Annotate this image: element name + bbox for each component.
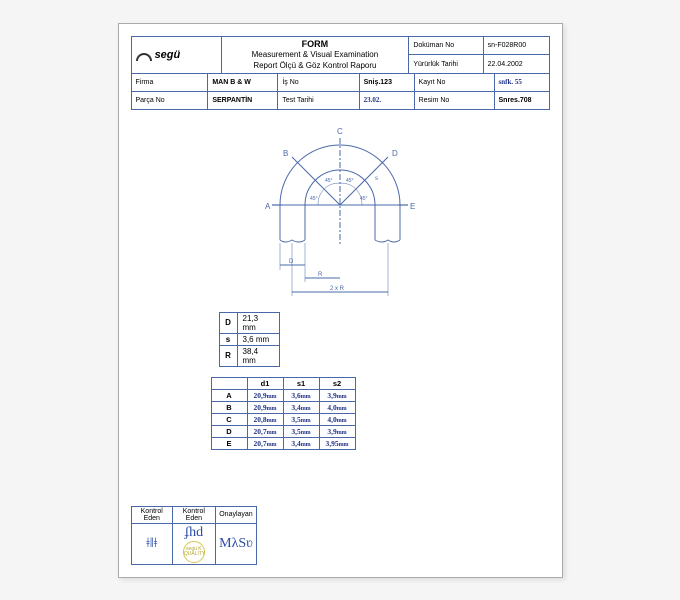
m-s1: 3,5mm xyxy=(283,413,319,425)
angle-4: 45° xyxy=(360,196,368,202)
kontrol-eden-1: Kontrol Eden xyxy=(131,506,172,523)
measurement-table: d1s1s2 A 20,9mm 3,6mm 3,9mmB 20,9mm 3,4m… xyxy=(211,377,356,450)
m-d1: 20,9mm xyxy=(247,389,283,401)
dim-s: s xyxy=(375,176,378,182)
point-a: A xyxy=(265,202,271,211)
m-col: s2 xyxy=(319,377,355,389)
resimno-label: Resim No xyxy=(414,91,494,109)
point-d: D xyxy=(392,149,398,158)
kontrol-eden-2: Kontrol Eden xyxy=(172,506,215,523)
m-rowlabel: D xyxy=(211,425,247,437)
technical-drawing: A B C D E 45° 45° 45° 45° D s R 2 x R xyxy=(131,120,550,300)
firma-val: MAN B & W xyxy=(208,73,278,91)
signature-1: ǂǁǂ xyxy=(131,523,172,564)
m-corner xyxy=(211,377,247,389)
logo-icon xyxy=(136,53,152,61)
isno-label: İş No xyxy=(278,73,359,91)
m-s2: 3,95mm xyxy=(319,437,355,449)
m-col: d1 xyxy=(247,377,283,389)
parcano-label: Parça No xyxy=(131,91,208,109)
title-line2: Report Ölçü & Göz Kontrol Raporu xyxy=(226,61,405,71)
m-rowlabel: E xyxy=(211,437,247,449)
signature-2: ʄhd segü K QUALITY xyxy=(172,523,215,564)
m-s2: 4,0mm xyxy=(319,401,355,413)
quality-stamp-icon: segü K QUALITY xyxy=(183,541,205,563)
dsr-label: s xyxy=(219,333,237,345)
m-s2: 3,9mm xyxy=(319,425,355,437)
m-s1: 3,4mm xyxy=(283,437,319,449)
m-d1: 20,7mm xyxy=(247,425,283,437)
m-col: s1 xyxy=(283,377,319,389)
signature-3: MλSʋ xyxy=(215,523,257,564)
title-big: FORM xyxy=(226,39,405,51)
info-table: Firma MAN B & W İş No Sniş.123 Kayıt No … xyxy=(131,73,550,110)
m-d1: 20,7mm xyxy=(247,437,283,449)
m-s2: 4,0mm xyxy=(319,413,355,425)
dsr-val: 38,4 mm xyxy=(237,345,279,366)
footer-table: Kontrol Eden Kontrol Eden Onaylayan ǂǁǂ … xyxy=(131,506,258,565)
testtarihi-label: Test Tarihi xyxy=(278,91,359,109)
m-d1: 20,8mm xyxy=(247,413,283,425)
serpantin-diagram: A B C D E 45° 45° 45° 45° D s R 2 x R xyxy=(210,120,470,300)
testtarihi-val: 23.02. xyxy=(359,91,414,109)
kayitno-val: snfk. 55 xyxy=(494,73,549,91)
resimno-val: Snres.708 xyxy=(494,91,549,109)
dokuman-label: Doküman No xyxy=(409,36,483,55)
dim-r: R xyxy=(318,272,323,278)
yururluk-label: Yürürlük Tarihi xyxy=(409,55,483,74)
form-page: segü FORM Measurement & Visual Examinati… xyxy=(118,23,563,578)
point-c: C xyxy=(337,127,343,136)
form-title: FORM Measurement & Visual Examination Re… xyxy=(221,36,409,73)
m-s2: 3,9mm xyxy=(319,389,355,401)
m-s1: 3,6mm xyxy=(283,389,319,401)
yururluk-val: 22.04.2002 xyxy=(483,55,549,74)
header-table: segü FORM Measurement & Visual Examinati… xyxy=(131,36,550,74)
kayitno-label: Kayıt No xyxy=(414,73,494,91)
point-b: B xyxy=(283,149,288,158)
dsr-label: R xyxy=(219,345,237,366)
dsr-val: 3,6 mm xyxy=(237,333,279,345)
table-row: C 20,8mm 3,5mm 4,0mm xyxy=(211,413,355,425)
point-e: E xyxy=(410,202,415,211)
firma-label: Firma xyxy=(131,73,208,91)
dsr-val: 21,3 mm xyxy=(237,312,279,333)
table-row: E 20,7mm 3,4mm 3,95mm xyxy=(211,437,355,449)
title-line1: Measurement & Visual Examination xyxy=(226,50,405,60)
angle-1: 45° xyxy=(310,196,318,202)
dsr-label: D xyxy=(219,312,237,333)
isno-val: Sniş.123 xyxy=(359,73,414,91)
parcano-val: SERPANTİN xyxy=(208,91,278,109)
table-row: A 20,9mm 3,6mm 3,9mm xyxy=(211,389,355,401)
m-rowlabel: A xyxy=(211,389,247,401)
table-row: D 20,7mm 3,5mm 3,9mm xyxy=(211,425,355,437)
m-rowlabel: C xyxy=(211,413,247,425)
angle-2: 45° xyxy=(325,178,333,184)
onaylayan: Onaylayan xyxy=(215,506,257,523)
m-d1: 20,9mm xyxy=(247,401,283,413)
logo-cell: segü xyxy=(131,36,221,73)
m-s1: 3,5mm xyxy=(283,425,319,437)
m-s1: 3,4mm xyxy=(283,401,319,413)
table-row: B 20,9mm 3,4mm 4,0mm xyxy=(211,401,355,413)
dsr-table: D21,3 mms3,6 mmR38,4 mm xyxy=(219,312,280,367)
dim-2r: 2 x R xyxy=(330,286,345,292)
dim-d: D xyxy=(289,259,294,265)
angle-3: 45° xyxy=(346,178,354,184)
m-rowlabel: B xyxy=(211,401,247,413)
logo-text: segü xyxy=(155,49,181,61)
dokuman-val: sn-F028R00 xyxy=(483,36,549,55)
